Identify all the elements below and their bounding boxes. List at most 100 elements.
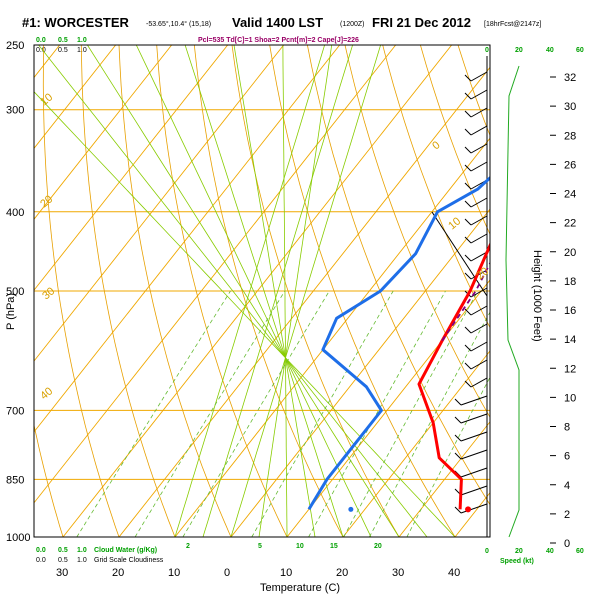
moist-adiabat <box>230 45 381 537</box>
wind-barb <box>470 323 488 334</box>
wind-barb-flag <box>464 200 472 208</box>
height-tick-label: 28 <box>564 130 576 142</box>
isotherm-line <box>118 66 490 537</box>
wind-barb <box>470 251 488 262</box>
height-tick-label: 32 <box>564 72 576 84</box>
bottom-green-tick-1: 0.5 <box>58 547 68 554</box>
wind-barb <box>470 89 488 100</box>
wind-barb-flag <box>464 326 472 334</box>
wind-barb <box>460 431 488 442</box>
wind-barb <box>470 125 488 136</box>
x-tick-label: 20 <box>112 567 124 579</box>
x-tick-label: 30 <box>392 567 404 579</box>
surface-temperature-point <box>465 506 472 513</box>
station-title: #1: WORCESTER <box>22 15 130 30</box>
wind-barb-flag <box>464 218 472 226</box>
height-tick-label: 0 <box>564 538 570 550</box>
wind-barb-flag <box>464 164 472 172</box>
height-tick-label: 16 <box>564 305 576 317</box>
height-tick-label: 18 <box>564 276 576 288</box>
isotherm-line <box>34 45 229 291</box>
height-tick-label: 12 <box>564 363 576 375</box>
height-tick-label: 2 <box>564 509 570 521</box>
theta-label: 10 <box>38 91 55 108</box>
wind-barb <box>470 215 488 226</box>
bottom-green-tick-0: 0.0 <box>36 547 46 554</box>
wind-barb <box>470 305 488 316</box>
dry-adiabat <box>118 45 232 537</box>
wind-barb <box>470 161 488 172</box>
y-tick-label: 1000 <box>6 532 30 544</box>
wind-tick-bottom-1: 20 <box>515 548 523 555</box>
x-tick-label: 20 <box>336 567 348 579</box>
wind-barb <box>470 143 488 154</box>
wind-barb-flag <box>454 434 462 442</box>
mixing-ratio-label: 20 <box>374 543 382 550</box>
wind-barb <box>470 377 488 388</box>
left-green-tick-1: 0.5 <box>58 37 68 44</box>
wind-barb <box>470 359 488 370</box>
mixing-ratio-line <box>251 290 394 537</box>
moist-adiabat <box>202 45 353 537</box>
dry-adiabat <box>344 45 490 419</box>
y-tick-label: 400 <box>6 207 24 219</box>
height-tick-label: 26 <box>564 159 576 171</box>
bottom-black-tick-2: 1.0 <box>77 557 87 564</box>
station-coords: -53.65°,10.4° (15,18) <box>146 20 211 28</box>
chart-axes: 2 5 10 15 2001020102030402503004005007008501… <box>6 40 576 579</box>
x-tick-label: 40 <box>448 567 460 579</box>
mixing-ratio-label: 2 <box>186 543 190 550</box>
dry-adiabat <box>156 45 288 537</box>
isotherm-line <box>398 421 490 537</box>
height-tick-label: 6 <box>564 451 570 463</box>
isotherm-line <box>0 45 4 537</box>
dry-adiabat <box>193 45 344 537</box>
moist-adiabat <box>34 91 456 537</box>
y-tick-label: 300 <box>6 105 24 117</box>
moist-adiabat <box>184 45 344 537</box>
mixing-ratio-line <box>406 376 490 537</box>
bottom-black-tick-0: 0.0 <box>36 557 46 564</box>
dry-adiabat <box>80 45 176 537</box>
dry-adiabat <box>571 45 600 537</box>
x-axis-title: Temperature (C) <box>260 582 340 594</box>
utc-time: (1200Z) <box>340 21 365 28</box>
isotherm-line <box>34 45 397 504</box>
theta-label: 10 <box>446 215 463 232</box>
wind-barb-flag <box>464 128 472 136</box>
wind-barb <box>470 341 488 352</box>
wind-barb-flag <box>464 308 472 316</box>
wind-speed-label: Speed (kt) <box>500 558 534 565</box>
isotherm-line <box>34 45 285 362</box>
surface-dewpoint-point <box>348 506 354 512</box>
isotherm-line <box>174 137 490 537</box>
isotherm-line <box>511 45 600 537</box>
mixing-ratio-label: 10 <box>296 543 304 550</box>
wind-barb <box>460 395 488 406</box>
theta-label: 30 <box>40 285 57 302</box>
y-tick-label: 850 <box>6 474 24 486</box>
dry-adiabat <box>269 45 456 537</box>
left-black-tick-1: 0.5 <box>58 47 68 54</box>
bottom-black-tick-1: 0.5 <box>58 557 68 564</box>
isotherm-line <box>34 45 117 150</box>
mixing-ratio-line <box>76 290 231 537</box>
forecast-info: [18hrFcst@2147z] <box>484 21 541 28</box>
wind-tick-top-2: 40 <box>546 47 554 54</box>
height-tick-label: 20 <box>564 247 576 259</box>
wind-barb-flag <box>464 380 472 388</box>
chart-grid <box>0 45 600 537</box>
isotherm-line <box>34 45 173 221</box>
wind-barb <box>470 71 488 82</box>
dry-adiabat <box>42 45 120 537</box>
wind-barb <box>470 197 488 208</box>
dry-adiabat <box>34 423 64 537</box>
wind-tick-top-0: 0 <box>485 47 489 54</box>
wind-barb-flag <box>454 398 462 406</box>
height-tick-label: 8 <box>564 422 570 434</box>
wind-barb-flag <box>464 92 472 100</box>
isotherm-line <box>230 208 490 537</box>
moist-adiabat <box>87 45 400 537</box>
wind-barb <box>470 269 488 280</box>
bottom-green-tick-2: 1.0 <box>77 547 87 554</box>
